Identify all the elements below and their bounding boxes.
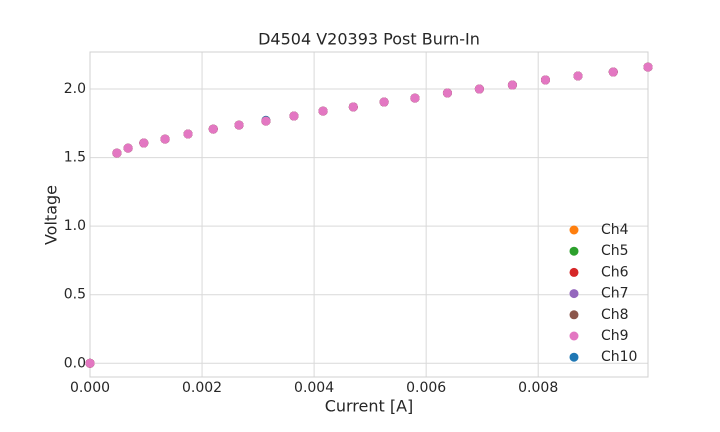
- x-tick-label: 0.006: [406, 380, 446, 396]
- point: [540, 75, 550, 85]
- x-tick-label: 0.000: [70, 380, 110, 396]
- legend-label: Ch5: [601, 243, 629, 259]
- legend-marker: [569, 289, 579, 299]
- point: [608, 67, 618, 77]
- point: [85, 358, 95, 368]
- point: [318, 106, 328, 116]
- point: [183, 129, 193, 139]
- point: [289, 111, 299, 121]
- legend-marker: [569, 267, 579, 277]
- legend-marker: [569, 225, 579, 235]
- chart-title: D4504 V20393 Post Burn-In: [258, 30, 480, 49]
- point: [379, 97, 389, 107]
- legend-label: Ch7: [601, 286, 629, 302]
- legend-label: Ch9: [601, 328, 629, 344]
- x-tick-label: 0.002: [182, 380, 222, 396]
- legend-label: Ch10: [601, 349, 637, 365]
- legend-marker: [569, 246, 579, 256]
- y-axis-label: Voltage: [42, 185, 61, 245]
- point: [348, 102, 358, 112]
- point: [474, 84, 484, 94]
- y-tick-label: 0.5: [64, 287, 86, 303]
- point: [139, 138, 149, 148]
- point: [112, 148, 122, 158]
- y-tick-label: 2.0: [64, 81, 86, 97]
- legend-marker: [569, 352, 579, 362]
- point: [442, 88, 452, 98]
- point: [261, 116, 271, 126]
- legend-label: Ch8: [601, 307, 629, 323]
- point: [643, 62, 653, 72]
- plot-frame: [89, 51, 649, 378]
- legend-label: Ch4: [601, 222, 629, 238]
- y-tick-label: 1.0: [64, 218, 86, 234]
- legend-label: Ch6: [601, 264, 629, 280]
- legend-marker: [569, 310, 579, 320]
- point: [410, 93, 420, 103]
- point: [123, 143, 133, 153]
- x-tick-label: 0.008: [518, 380, 558, 396]
- point: [234, 120, 244, 130]
- point: [573, 71, 583, 81]
- point: [507, 80, 517, 90]
- y-tick-label: 1.5: [64, 150, 86, 166]
- x-axis-label: Current [A]: [325, 397, 414, 416]
- point: [208, 124, 218, 134]
- x-tick-label: 0.004: [294, 380, 334, 396]
- y-tick-label: 0.0: [64, 355, 86, 371]
- legend-marker: [569, 331, 579, 341]
- point: [160, 134, 170, 144]
